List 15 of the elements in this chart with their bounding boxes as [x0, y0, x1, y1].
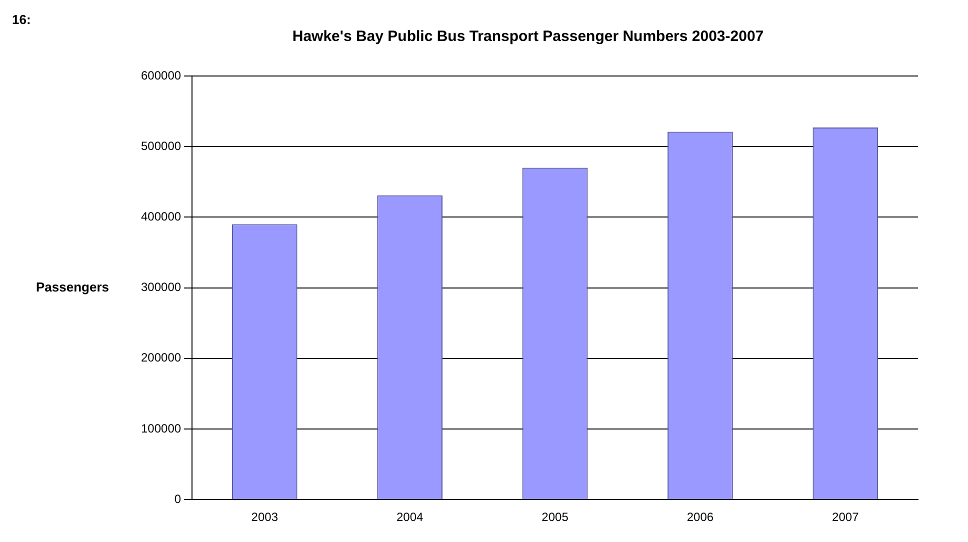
text: 16:: [12, 12, 31, 28]
x-tick-label: 2005: [542, 510, 569, 524]
x-tick-label: 2004: [396, 510, 424, 524]
y-tick-label: 500000: [140, 138, 182, 153]
y-tick-label: 600000: [140, 68, 182, 82]
y-tick-label: 300000: [140, 280, 182, 294]
x-tick-label: 2003: [251, 510, 278, 524]
y-tick-label: 0: [174, 492, 182, 506]
chart-title: Hawke's Bay Public Bus Transport Passenger Numbers 2003-2007: [292, 28, 764, 46]
x-tick-label: 2006: [686, 510, 714, 524]
y-tick-label: 400000: [140, 210, 182, 224]
y-axis-title: Passengers: [36, 279, 109, 294]
y-tick-label: 100000: [140, 421, 182, 436]
x-tick-label: 2007: [832, 510, 860, 524]
y-tick-label: 200000: [140, 350, 182, 365]
